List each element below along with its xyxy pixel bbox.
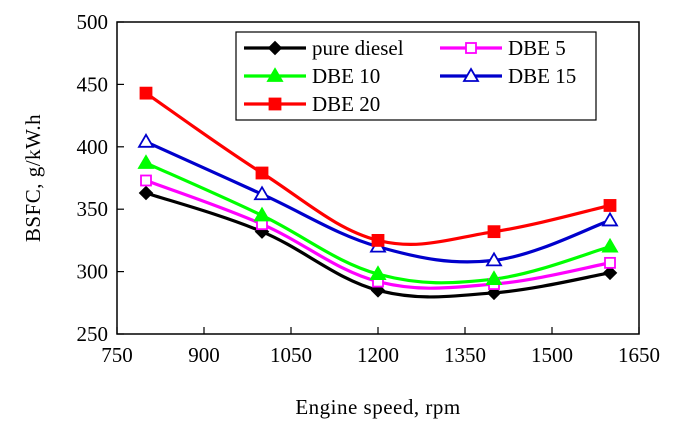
legend-label: DBE 15 <box>508 64 576 88</box>
data-point-dbe-20 <box>371 233 385 247</box>
plot-markers <box>137 86 619 301</box>
y-tick-label: 350 <box>77 197 109 221</box>
y-axis-title: BSFC, g/kW.h <box>21 114 45 242</box>
legend-swatch-marker <box>268 97 282 111</box>
data-point-dbe-10 <box>369 265 387 280</box>
y-tick-label: 250 <box>77 322 109 346</box>
x-tick-label: 900 <box>188 343 220 367</box>
data-point-dbe-5 <box>140 174 152 187</box>
legend-label: DBE 5 <box>508 36 566 60</box>
legend-item-dbe-20: DBE 20 <box>244 92 380 116</box>
data-point-dbe-10 <box>601 237 619 253</box>
y-tick-label: 400 <box>77 135 109 159</box>
legend-item-dbe-10: DBE 10 <box>244 64 380 88</box>
x-axis-ticks: 750 900 1050 1200 1350 1500 1650 <box>101 327 660 367</box>
legend-swatch-marker <box>266 67 284 82</box>
legend-swatch-marker <box>465 42 477 54</box>
data-point-dbe-20 <box>487 225 501 239</box>
legend-swatch-marker <box>462 67 480 82</box>
x-tick-label: 1050 <box>270 343 312 367</box>
data-point-dbe-15 <box>137 133 155 148</box>
data-point-dbe-5 <box>604 256 616 269</box>
legend-item-pure-diesel: pure diesel <box>244 36 404 60</box>
legend-label: DBE 10 <box>312 64 380 88</box>
y-tick-label: 450 <box>77 72 109 96</box>
x-tick-label: 1350 <box>444 343 486 367</box>
x-tick-label: 1200 <box>357 343 399 367</box>
legend-item-dbe-15: DBE 15 <box>440 64 576 88</box>
data-point-dbe-10 <box>253 206 271 222</box>
data-point-dbe-15 <box>253 185 271 201</box>
legend-swatch-marker <box>267 40 283 56</box>
data-point-pure-diesel <box>138 185 154 201</box>
data-point-dbe-10 <box>485 270 503 285</box>
data-point-dbe-15 <box>601 211 619 227</box>
x-tick-label: 750 <box>101 343 133 367</box>
y-axis-ticks: 250 300 350 400 450 500 <box>77 10 124 346</box>
data-point-dbe-10 <box>137 154 155 169</box>
data-point-dbe-15 <box>485 251 503 267</box>
legend: pure diesel DBE 5 DBE 10 DBE 15 DBE 20 <box>235 31 597 121</box>
data-point-dbe-20 <box>603 199 617 212</box>
y-tick-label: 500 <box>77 10 109 34</box>
legend-label: pure diesel <box>312 36 404 60</box>
legend-item-dbe-5: DBE 5 <box>440 36 566 60</box>
data-point-dbe-20 <box>255 166 269 180</box>
x-tick-label: 1500 <box>531 343 573 367</box>
legend-label: DBE 20 <box>312 92 380 116</box>
y-tick-label: 300 <box>77 260 109 284</box>
data-point-dbe-20 <box>139 86 153 100</box>
x-tick-label: 1650 <box>618 343 660 367</box>
data-point-pure-diesel <box>602 265 618 281</box>
x-axis-title: Engine speed, rpm <box>295 395 460 419</box>
